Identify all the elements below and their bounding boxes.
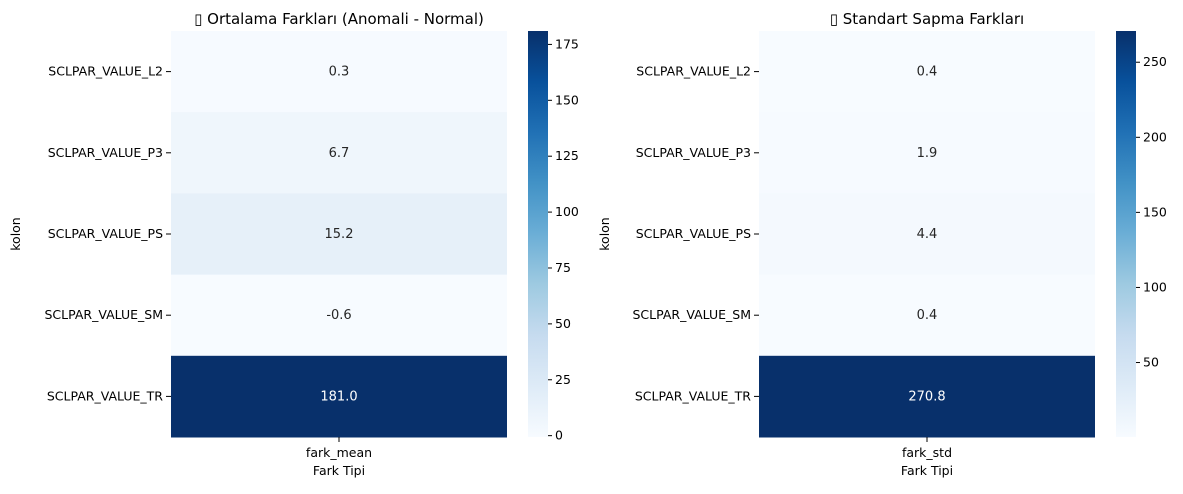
chart2-cell-4: [759, 274, 1095, 357]
chart1-cell-label-3: 15.2: [325, 227, 354, 242]
chart1-cell-label-2: 6.7: [329, 146, 350, 161]
chart2-cell-1: [759, 31, 1095, 113]
chart1-cell-1: [171, 31, 507, 113]
chart1-xtick-label-1: fark_mean: [306, 445, 372, 460]
chart1-ytick-label-1: SCLPAR_VALUE_L2: [48, 64, 163, 79]
chart1-ytick-label-5: SCLPAR_VALUE_TR: [47, 388, 163, 403]
chart1-colorbar-tick-label-7: 150: [555, 92, 579, 107]
chart2-cell-label-1: 0.4: [917, 65, 938, 80]
chart2-cell-2: [759, 112, 1095, 194]
chart2-title: ▯ Standart Sapma Farkları: [830, 10, 1024, 28]
chart1-colorbar-tick-label-3: 50: [555, 316, 571, 331]
chart1-colorbar-tick-label-2: 25: [555, 372, 571, 387]
chart1-ylabel: kolon: [8, 217, 23, 250]
chart1-cell-label-4: -0.6: [326, 308, 351, 323]
chart2-ytick-label-3: SCLPAR_VALUE_PS: [636, 226, 751, 241]
chart2-cell-label-5: 270.8: [908, 389, 945, 404]
chart1-colorbar-tick-label-1: 0: [555, 428, 563, 443]
chart1-cell-5: [171, 355, 507, 438]
chart2-colorbar-tick-label-1: 50: [1143, 355, 1159, 370]
chart2-colorbar-tick-label-2: 100: [1143, 279, 1167, 294]
chart2-xlabel: Fark Tipi: [901, 463, 953, 478]
chart1-colorbar-tick-label-4: 75: [555, 260, 571, 275]
chart2-colorbar-tick-label-5: 250: [1143, 54, 1167, 69]
chart1-cell-label-1: 0.3: [329, 65, 350, 80]
chart2-cell-3: [759, 193, 1095, 276]
chart2-ytick-label-2: SCLPAR_VALUE_P3: [636, 145, 751, 160]
chart2-xtick-label-1: fark_std: [902, 445, 952, 460]
chart2-cell-5: [759, 355, 1095, 438]
chart1-cell-2: [171, 112, 507, 194]
chart2-colorbar-tick-label-3: 150: [1143, 204, 1167, 219]
chart2-colorbar: [1116, 31, 1136, 437]
chart1-ytick-label-3: SCLPAR_VALUE_PS: [48, 226, 163, 241]
chart1-colorbar-tick-label-5: 100: [555, 204, 579, 219]
chart2-cell-label-3: 4.4: [917, 227, 938, 242]
chart1-cell-4: [171, 274, 507, 357]
chart1-cell-label-5: 181.0: [320, 389, 357, 404]
chart2-colorbar-tick-label-4: 200: [1143, 129, 1167, 144]
chart2-ytick-label-5: SCLPAR_VALUE_TR: [635, 388, 751, 403]
chart1-xlabel: Fark Tipi: [313, 463, 365, 478]
chart2-cell-label-4: 0.4: [917, 308, 938, 323]
chart2-cell-label-2: 1.9: [917, 146, 938, 161]
chart1-colorbar-tick-label-6: 125: [555, 148, 579, 163]
chart1-ytick-label-2: SCLPAR_VALUE_P3: [48, 145, 163, 160]
chart1-cell-3: [171, 193, 507, 276]
chart2-ytick-label-1: SCLPAR_VALUE_L2: [636, 64, 751, 79]
chart1-colorbar: [528, 31, 548, 437]
chart1-title: ▯ Ortalama Farkları (Anomali - Normal): [194, 10, 484, 28]
chart1-ytick-label-4: SCLPAR_VALUE_SM: [44, 307, 163, 322]
chart2-ylabel: kolon: [597, 217, 612, 250]
chart1-colorbar-tick-label-8: 175: [555, 36, 579, 51]
chart2-ytick-label-4: SCLPAR_VALUE_SM: [632, 307, 751, 322]
